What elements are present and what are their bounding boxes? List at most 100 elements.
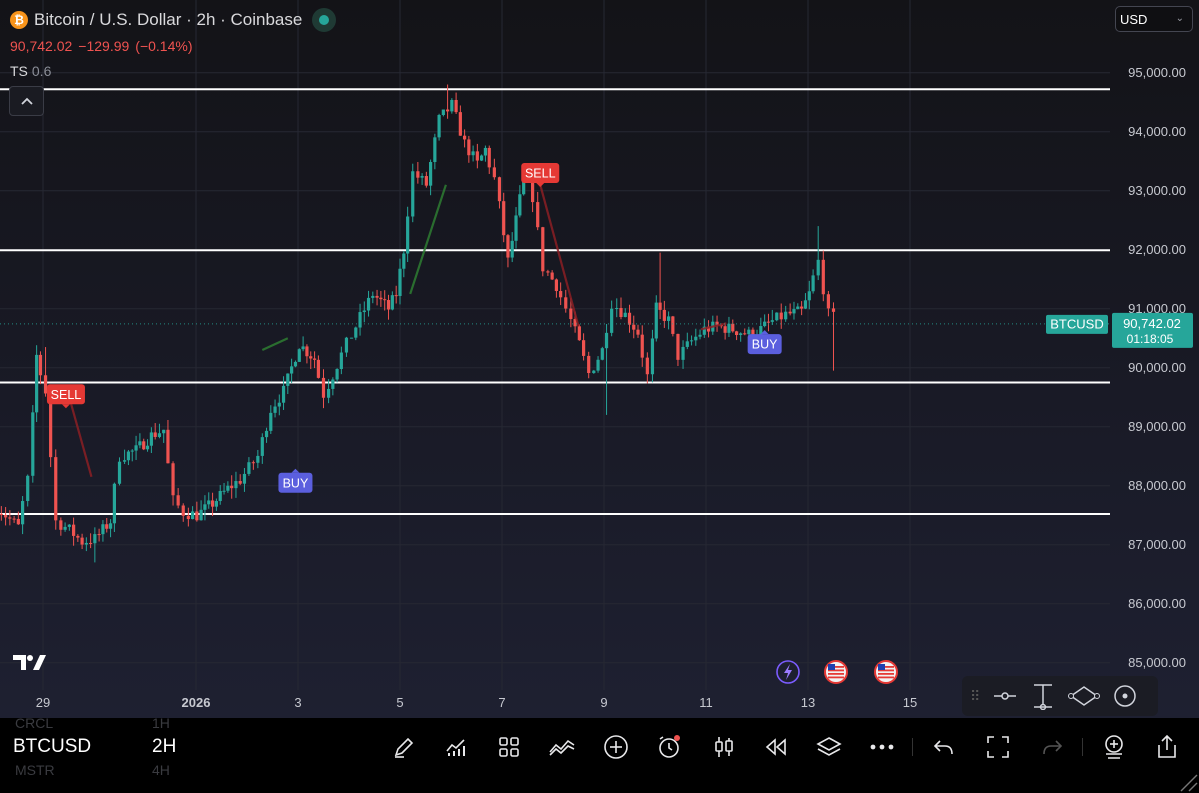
measure-icon[interactable] <box>1030 682 1056 710</box>
replay-icon[interactable] <box>762 733 790 761</box>
candle-body <box>623 312 627 318</box>
currency-value: USD <box>1120 11 1148 27</box>
price-chart[interactable]: SELL BUY SELL BUY 95,000.00 94,000.00 93,000.0… <box>0 0 1199 718</box>
x-tick-label: 3 <box>294 695 301 710</box>
candle-body <box>502 201 506 236</box>
candle-body <box>483 147 488 156</box>
candle-body <box>792 309 796 314</box>
candle-body <box>8 517 12 519</box>
candle-body <box>698 334 702 337</box>
candle-body <box>681 346 685 360</box>
horizontal-ray-icon[interactable] <box>992 686 1018 706</box>
x-tick-label: 5 <box>396 695 403 710</box>
circle-tool-icon[interactable] <box>1112 683 1138 709</box>
drag-handle-icon[interactable]: ⠿ <box>970 687 981 704</box>
ghost-timeframe-below[interactable]: 4H <box>152 762 170 778</box>
symbol-title[interactable]: Bitcoin / U.S. Dollar · 2h · Coinbase <box>34 10 303 29</box>
candle-body <box>327 388 331 398</box>
candle-body <box>715 321 719 326</box>
layers-icon[interactable] <box>815 733 843 761</box>
chevron-down-icon: ⌄ <box>1175 13 1184 24</box>
candle-body <box>416 171 420 178</box>
candle-body <box>349 337 354 339</box>
signal-label-bg <box>521 163 560 183</box>
candle-body <box>186 515 190 520</box>
candle-body <box>569 308 573 320</box>
toolbar-separator <box>912 738 913 756</box>
indicator-legend[interactable]: TS 0.6 <box>10 63 336 79</box>
candle-body <box>234 481 238 489</box>
symbol-picker[interactable]: BTCUSD <box>13 736 92 757</box>
candle-body <box>536 202 540 228</box>
x-tick-label: 29 <box>36 695 50 710</box>
price-change: −129.99 <box>78 38 130 54</box>
pencil-icon[interactable] <box>390 733 418 761</box>
us-flag-icon[interactable] <box>824 660 848 684</box>
candle-body <box>743 333 747 335</box>
candle-body <box>803 300 808 309</box>
fullscreen-icon[interactable] <box>984 733 1012 761</box>
candle-body <box>76 535 80 538</box>
candle-body <box>582 340 586 356</box>
ghost-symbol-above[interactable]: CRCL <box>15 715 54 731</box>
chart-area[interactable]: SELL BUY SELL BUY 95,000.00 94,000.00 93,000.0… <box>0 0 1199 718</box>
candle-body <box>281 385 286 403</box>
candle-body <box>59 520 63 530</box>
undo-icon[interactable] <box>930 733 958 761</box>
candle-body <box>97 534 101 536</box>
candle-body <box>238 481 242 484</box>
object-tree-icon[interactable] <box>1100 733 1128 761</box>
candle-body <box>301 346 305 350</box>
candle-body <box>619 308 623 318</box>
candle-body <box>826 294 830 309</box>
us-flag-icon[interactable] <box>874 660 898 684</box>
collapse-legend-button[interactable] <box>9 86 44 116</box>
candle-body <box>26 475 30 502</box>
candle-body <box>497 177 502 202</box>
compare-icon[interactable] <box>548 733 576 761</box>
candle-body <box>694 336 698 341</box>
candle-body <box>123 460 127 462</box>
more-icon[interactable] <box>868 733 896 761</box>
candle-body <box>251 462 255 464</box>
layouts-icon[interactable] <box>495 733 523 761</box>
candle-body <box>564 297 568 309</box>
candle-body <box>807 291 811 301</box>
candle-body <box>207 500 211 505</box>
symbol-legend: ₿ Bitcoin / U.S. Dollar · 2h · Coinbase … <box>10 8 337 79</box>
signal-trend-line <box>700 322 727 331</box>
timeframe-picker[interactable]: 2H <box>152 736 177 757</box>
candles-icon[interactable] <box>710 733 738 761</box>
alert-icon[interactable] <box>655 733 683 761</box>
candle-body <box>636 329 640 335</box>
market-status-icon[interactable] <box>312 8 337 32</box>
add-icon[interactable] <box>602 733 630 761</box>
x-tick-label: 9 <box>600 695 607 710</box>
signal-trend-line <box>409 184 447 295</box>
candle-body <box>463 135 467 140</box>
y-tick-label: 86,000.00 <box>1128 596 1186 611</box>
last-price-badge <box>1112 312 1193 348</box>
y-tick-label: 90,000.00 <box>1128 360 1186 375</box>
ghost-symbol-below[interactable]: MSTR <box>15 762 55 778</box>
redo-icon[interactable] <box>1038 733 1066 761</box>
currency-select[interactable]: USD ⌄ <box>1115 6 1193 32</box>
candle-body <box>821 259 825 295</box>
shape-icon[interactable] <box>1068 684 1101 708</box>
candle-body <box>685 341 689 347</box>
candle-body <box>331 379 335 389</box>
candle-body <box>510 240 514 258</box>
lightning-icon[interactable] <box>776 660 800 684</box>
candle-body <box>297 349 301 362</box>
y-tick-label: 92,000.00 <box>1128 242 1186 257</box>
candle-body <box>676 333 680 360</box>
indicators-icon[interactable] <box>442 733 470 761</box>
share-icon[interactable] <box>1153 733 1181 761</box>
resize-grip-icon[interactable] <box>1173 767 1199 793</box>
candle-body <box>632 324 636 330</box>
candle-body <box>747 329 751 335</box>
candle-body <box>305 346 309 357</box>
candle-body <box>145 445 150 450</box>
buy-signal: BUY <box>283 476 309 490</box>
ghost-timeframe-above[interactable]: 1H <box>152 715 170 731</box>
